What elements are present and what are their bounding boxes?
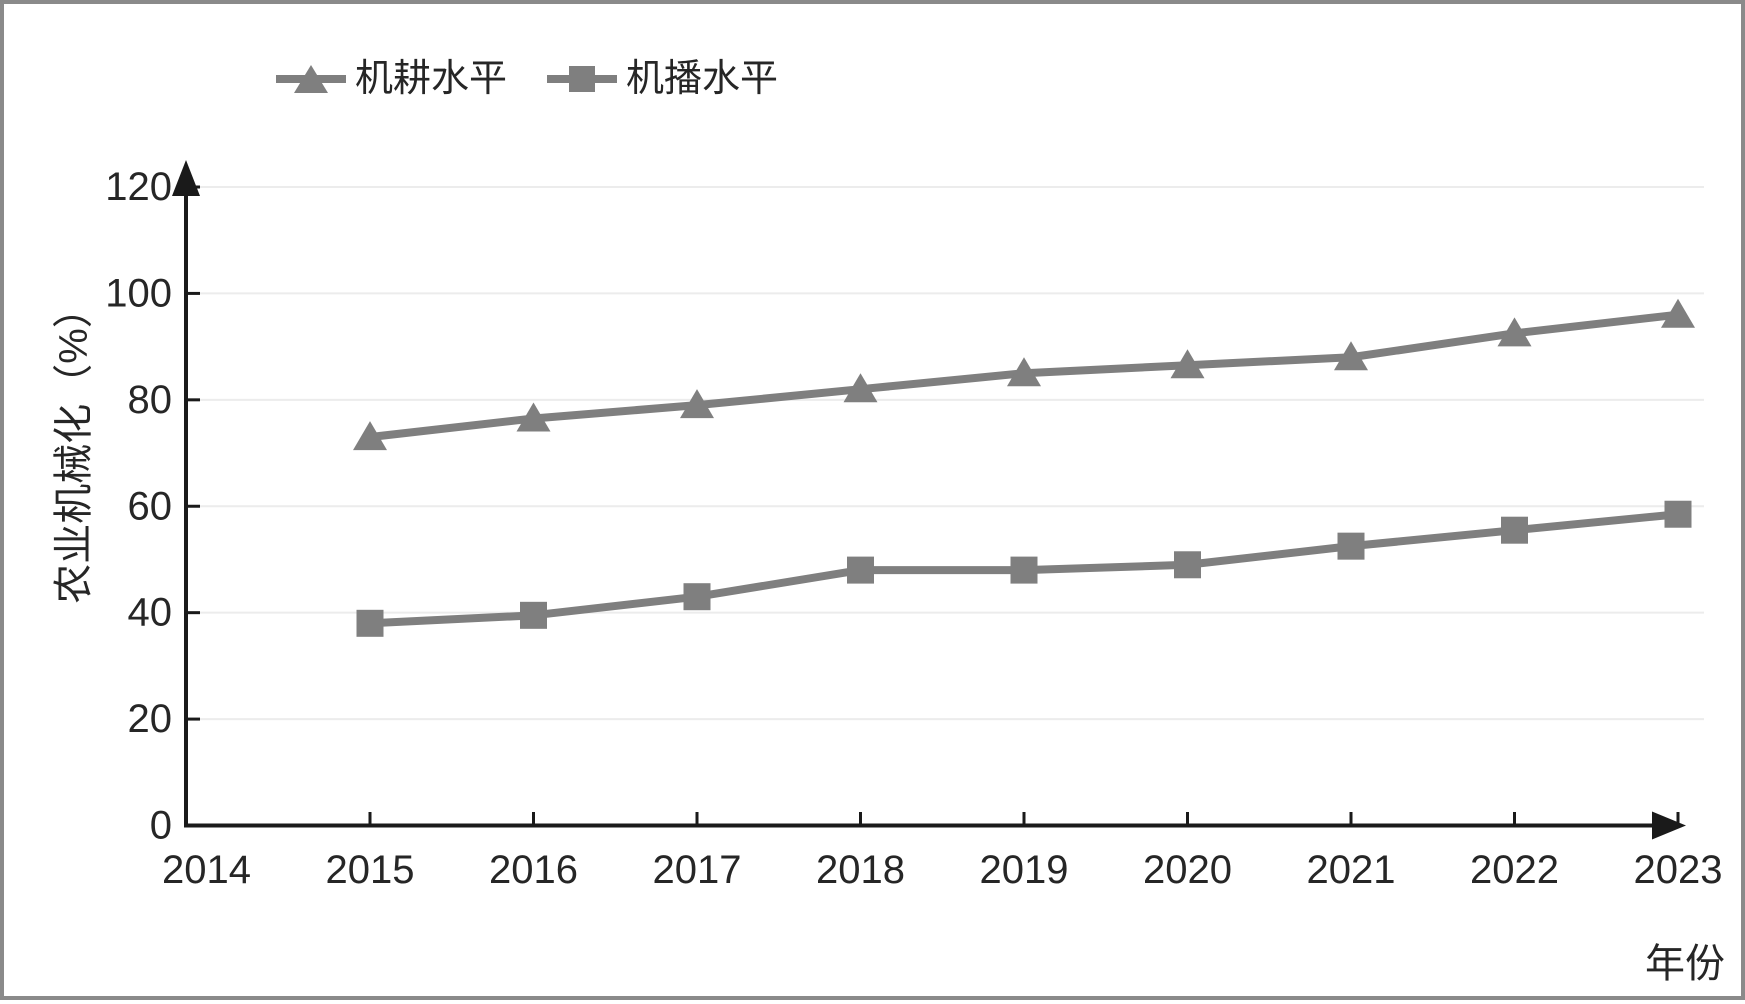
y-tick-label-120: 120	[105, 165, 172, 209]
x-tick-label-2022: 2022	[1470, 848, 1559, 892]
data-point-square-2016[interactable]	[520, 601, 547, 629]
data-point-square-2015[interactable]	[356, 609, 384, 637]
data-point-triangle-2023[interactable]	[1661, 298, 1695, 328]
y-tick-label-80: 80	[128, 378, 173, 422]
legend: 机耕水平 机播水平	[276, 60, 778, 98]
x-axis-title: 年份	[1645, 942, 1725, 986]
data-point-triangle-2017[interactable]	[680, 389, 714, 419]
y-axis-arrow-icon	[172, 160, 200, 196]
x-tick-label-2015: 2015	[326, 848, 415, 892]
triangle-series-marker-icon	[276, 65, 346, 93]
square-series-marker-icon	[547, 66, 618, 92]
data-point-square-2021[interactable]	[1337, 532, 1365, 560]
data-point-square-2022[interactable]	[1501, 516, 1528, 544]
data-point-triangle-2021[interactable]	[1334, 341, 1368, 371]
data-point-triangle-2015[interactable]	[353, 421, 387, 451]
x-tick-label-2014: 2014	[162, 848, 251, 892]
legend-label-jigeng: 机耕水平	[355, 58, 508, 100]
data-point-square-2018[interactable]	[847, 556, 874, 584]
data-point-square-2023[interactable]	[1664, 500, 1692, 528]
data-point-triangle-2022[interactable]	[1497, 317, 1532, 347]
data-point-square-2017[interactable]	[683, 583, 711, 611]
y-tick-label-0: 0	[150, 804, 172, 848]
x-tick-label-2017: 2017	[653, 848, 742, 892]
data-point-square-2020[interactable]	[1174, 551, 1201, 579]
data-point-triangle-2020[interactable]	[1170, 349, 1205, 379]
legend-label-jibo: 机播水平	[626, 58, 779, 100]
y-axis-title: 农业机械化（%）	[52, 288, 96, 604]
y-tick-label-100: 100	[105, 271, 172, 315]
y-tick-label-60: 60	[128, 484, 173, 528]
data-point-square-2019[interactable]	[1010, 556, 1038, 584]
data-point-triangle-2019[interactable]	[1007, 357, 1041, 387]
x-tick-label-2021: 2021	[1307, 848, 1396, 892]
data-point-triangle-2016[interactable]	[516, 402, 551, 432]
legend-item-jigeng: 机耕水平	[276, 60, 507, 98]
data-point-triangle-2018[interactable]	[843, 373, 878, 403]
x-tick-label-2019: 2019	[980, 848, 1069, 892]
y-tick-label-40: 40	[128, 591, 173, 635]
x-tick-label-2018: 2018	[816, 848, 905, 892]
line-chart-plot: 0 20 40 60 80 100 120 2014 2015 2016 2017 2018 2019 2…	[105, 160, 1723, 892]
y-tick-label-20: 20	[128, 697, 173, 741]
x-tick-label-2020: 2020	[1143, 848, 1232, 892]
legend-item-jibo: 机播水平	[547, 60, 778, 98]
x-tick-label-2016: 2016	[489, 848, 578, 892]
x-tick-label-2023: 2023	[1634, 848, 1723, 892]
x-axis-arrow-icon	[1652, 811, 1686, 840]
